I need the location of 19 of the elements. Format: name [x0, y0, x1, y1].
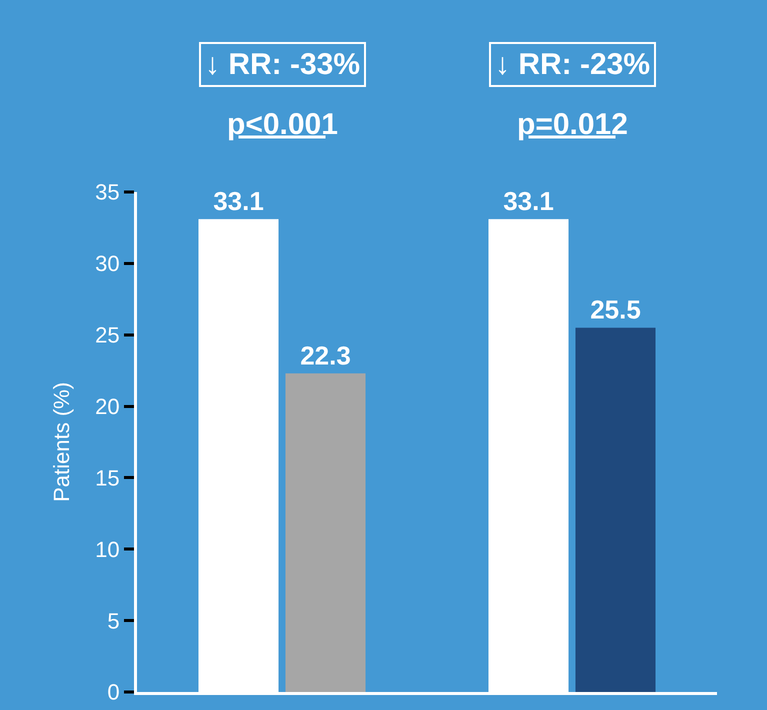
text: ↓ RR: -23% [495, 48, 650, 81]
y-tick-label: 5 [107, 608, 120, 634]
data-label: 25.5 [590, 294, 641, 325]
y-tick-label: 15 [95, 465, 120, 490]
data-label: 33.1 [503, 186, 554, 216]
y-tick-label: 20 [95, 394, 120, 419]
y-tick-label: 30 [95, 251, 120, 276]
y-tick-label: 10 [95, 536, 120, 562]
bar [285, 373, 366, 692]
data-label: 22.3 [300, 340, 351, 370]
text: p<0.001 [227, 108, 338, 141]
y-tick-label: 0 [107, 680, 120, 705]
text: ↓ RR: -33% [205, 48, 360, 81]
text: p=0.012 [517, 108, 628, 141]
data-label: 33.1 [213, 186, 264, 216]
y-tick-label: 35 [95, 180, 120, 205]
y-tick-label: 25 [95, 322, 120, 348]
y-axis-title: Patients (%) [48, 382, 74, 502]
bar [575, 328, 656, 692]
